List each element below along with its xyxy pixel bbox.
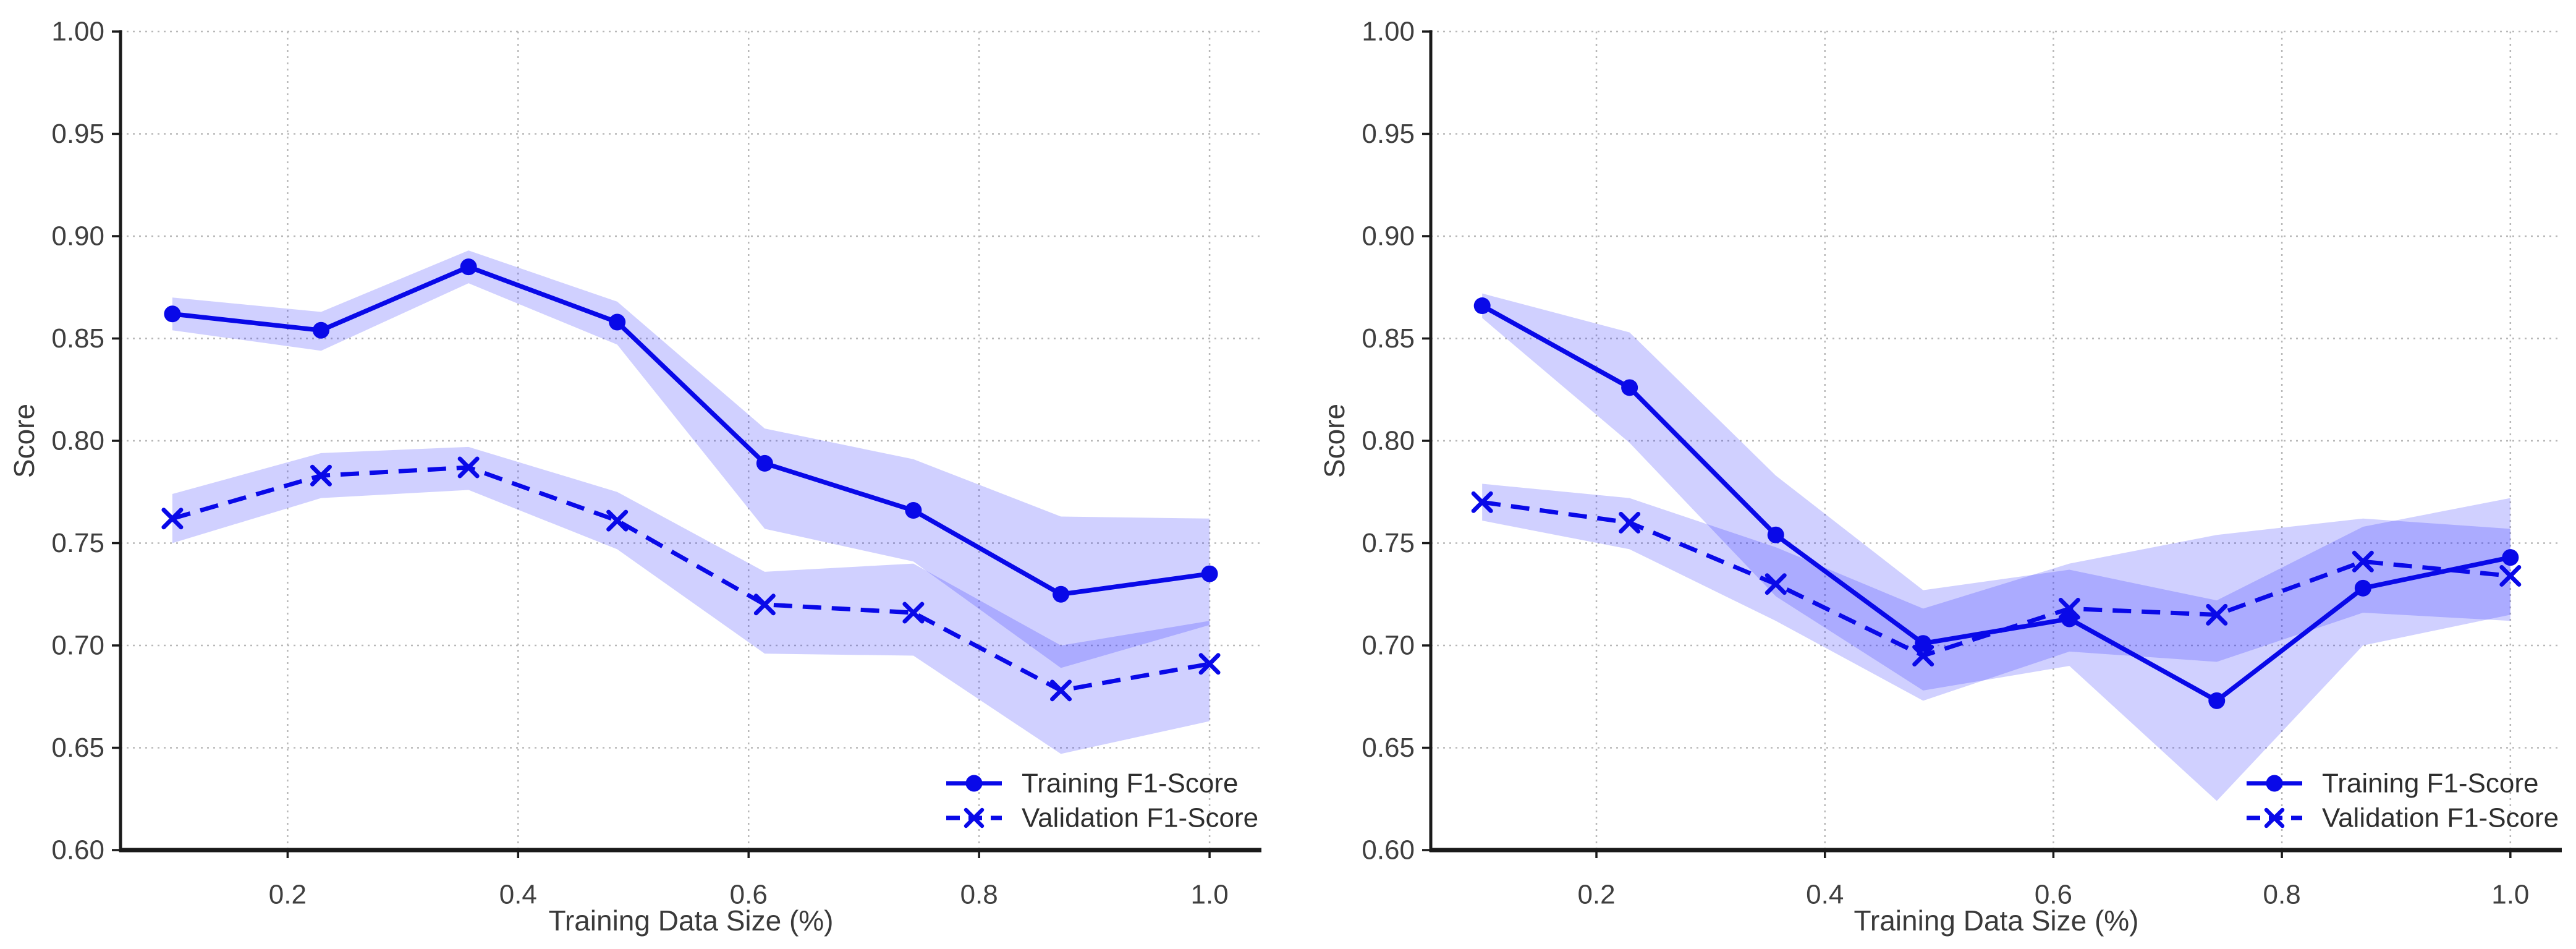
y-tick-label: 1.00 <box>51 17 104 47</box>
right-learning-curve-chart: 0.60 0.65 0.70 0.75 0.80 0.85 0.90 0.95 1.00 0.2 0… <box>1318 17 2562 937</box>
x-tick-label: 0.2 <box>269 880 307 910</box>
circle-marker <box>1473 297 1491 315</box>
y-tick-label: 1.00 <box>1362 17 1415 47</box>
y-tick-label: 0.95 <box>51 119 104 149</box>
y-tick-label: 0.90 <box>51 221 104 252</box>
legend-label: Validation F1-Score <box>2322 803 2559 833</box>
x-marker <box>457 456 480 479</box>
chart-left: 0.60 0.65 0.70 0.75 0.80 0.85 0.90 0.95 1.00 0.2 0… <box>8 17 1261 937</box>
chart-right: 0.60 0.65 0.70 0.75 0.80 0.85 0.90 0.95 1.00 0.2 0… <box>1288 0 2576 949</box>
x-tick-label: 1.0 <box>1191 880 1229 910</box>
x-marker <box>2058 597 2080 619</box>
x-marker <box>964 807 985 828</box>
validation-series <box>1471 491 2522 667</box>
x-tick-label: 0.4 <box>499 880 537 910</box>
legend-label: Training F1-Score <box>2322 768 2539 799</box>
training-series <box>164 258 1218 603</box>
validation-line <box>171 465 1210 693</box>
circle-marker <box>460 258 477 276</box>
validation-series <box>161 456 1221 702</box>
circle-marker <box>1053 585 1070 603</box>
legend-label: Validation F1-Score <box>1022 803 1258 833</box>
legend-item-training: Training F1-Score <box>2247 768 2539 799</box>
x-marker <box>161 508 184 530</box>
y-tick-label: 0.90 <box>1362 221 1415 252</box>
y-tick-label: 0.70 <box>51 631 104 661</box>
x-marker <box>1619 511 1641 534</box>
x-tick-label: 0.6 <box>2035 880 2072 910</box>
y-tick-label: 0.70 <box>1362 631 1415 661</box>
legend-circle-marker <box>2266 775 2283 792</box>
legend-item-training: Training F1-Score <box>946 768 1239 799</box>
x-marker <box>1765 573 1787 595</box>
x-axis-label: Training Data Size (%) <box>1854 904 2138 937</box>
x-marker <box>753 594 776 616</box>
left-learning-curve-chart: 0.60 0.65 0.70 0.75 0.80 0.85 0.90 0.95 1.00 0.2 0… <box>8 17 1261 937</box>
circle-marker <box>756 454 773 472</box>
x-marker <box>1471 491 1493 513</box>
circle-marker <box>1201 565 1218 582</box>
circle-marker <box>905 502 922 519</box>
circle-marker <box>1767 526 1784 543</box>
y-tick-label: 0.85 <box>1362 323 1415 354</box>
x-tick-label: 0.4 <box>1806 880 1844 910</box>
circle-marker <box>164 305 181 323</box>
circle-marker <box>1915 635 1932 652</box>
training-confidence-band <box>172 250 1210 668</box>
circle-marker <box>2208 692 2226 709</box>
gridlines <box>1431 30 2562 850</box>
legend-label: Training F1-Score <box>1022 768 1239 799</box>
legend: Training F1-Score Validation F1-Score <box>2247 768 2559 833</box>
x-marker <box>2352 550 2374 572</box>
y-tick-label: 0.95 <box>1362 119 1415 149</box>
y-tick-label: 0.80 <box>1362 426 1415 456</box>
x-marker <box>2264 807 2285 828</box>
x-tick-label: 0.6 <box>730 880 768 910</box>
x-tick-label: 0.8 <box>2263 880 2301 910</box>
y-tick-label: 0.60 <box>51 835 104 866</box>
training-line <box>172 264 1210 597</box>
circle-marker <box>312 321 329 339</box>
legend-item-validation: Validation F1-Score <box>946 803 1258 833</box>
tick-marks <box>1422 30 2512 858</box>
x-marker <box>2206 603 2228 626</box>
gridlines <box>121 30 1261 850</box>
validation-confidence-band <box>1482 483 2510 701</box>
circle-marker <box>2502 549 2519 566</box>
circle-marker <box>2354 579 2371 597</box>
x-marker <box>310 464 332 487</box>
x-tick-label: 1.0 <box>2491 880 2529 910</box>
x-tick-label: 0.2 <box>1577 880 1615 910</box>
validation-line <box>1481 500 2511 658</box>
x-marker <box>1050 679 1072 702</box>
training-line <box>1481 304 2511 704</box>
x-marker <box>2499 564 2522 587</box>
x-marker <box>606 509 629 532</box>
y-tick-label: 0.85 <box>51 323 104 354</box>
legend-circle-marker <box>965 775 983 792</box>
y-tick-label: 0.75 <box>51 528 104 558</box>
y-tick-label: 0.60 <box>1362 835 1415 866</box>
y-tick-label: 0.65 <box>1362 733 1415 763</box>
x-marker <box>1912 645 1934 667</box>
y-tick-label: 0.80 <box>51 426 104 456</box>
validation-confidence-band <box>172 446 1210 754</box>
x-tick-label: 0.8 <box>960 880 998 910</box>
x-axis-label: Training Data Size (%) <box>548 904 833 937</box>
y-tick-label: 0.65 <box>51 733 104 763</box>
y-axis-label: Score <box>8 404 40 478</box>
y-axis-label: Score <box>1318 404 1350 478</box>
y-tick-label: 0.75 <box>1362 528 1415 558</box>
tick-marks <box>112 30 1211 858</box>
legend-item-validation: Validation F1-Score <box>2247 803 2559 833</box>
x-marker <box>902 602 925 624</box>
legend: Training F1-Score Validation F1-Score <box>946 768 1258 833</box>
circle-marker <box>1621 379 1638 396</box>
circle-marker <box>609 313 626 331</box>
x-marker <box>1198 653 1221 675</box>
